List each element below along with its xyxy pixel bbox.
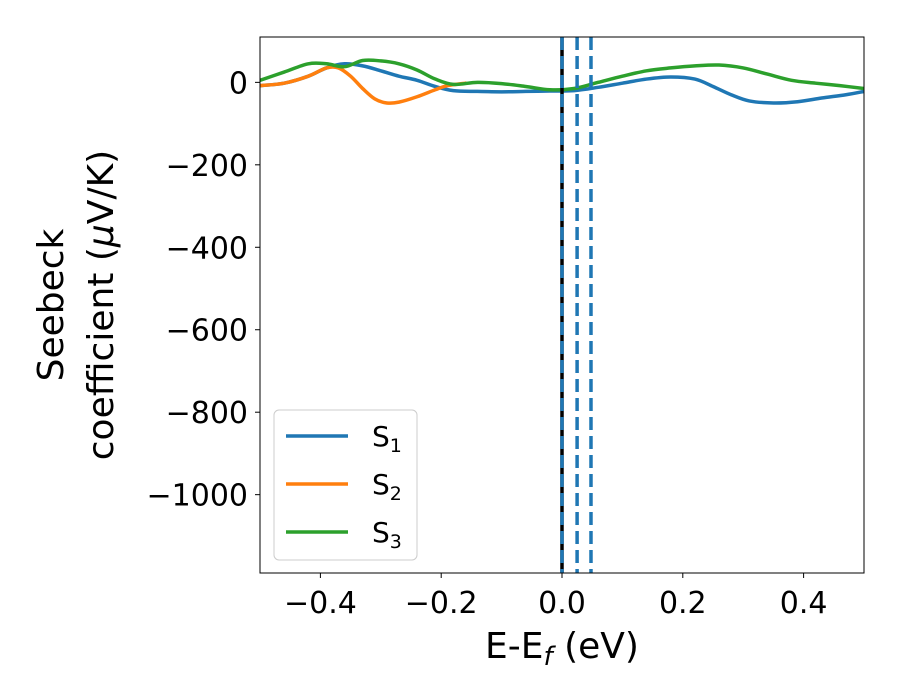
y-axis-label-line1: Seebeck bbox=[31, 228, 72, 381]
x-tick-label: 0.0 bbox=[538, 586, 586, 621]
x-tick-label: 0.4 bbox=[780, 586, 828, 621]
y-tick-label: 0 bbox=[229, 66, 248, 101]
legend-label-s1: S1 bbox=[372, 420, 402, 457]
y-axis-label-mu: μ bbox=[81, 224, 122, 248]
x-tick-label: −0.2 bbox=[405, 586, 478, 621]
series-line-s3 bbox=[260, 58, 864, 92]
series-line-s2 bbox=[260, 65, 468, 105]
y-axis-label-line2: coefficient (μV/K) bbox=[81, 150, 122, 460]
plot-area bbox=[260, 37, 864, 573]
y-tick-label: −1000 bbox=[147, 479, 248, 514]
legend-label-s2: S2 bbox=[372, 468, 402, 505]
x-tick-label: 0.2 bbox=[659, 586, 707, 621]
y-tick-label: −400 bbox=[166, 231, 248, 266]
x-tick-label: −0.4 bbox=[284, 586, 357, 621]
y-tick-label: −600 bbox=[166, 314, 248, 349]
y-tick-label: −800 bbox=[166, 396, 248, 431]
legend: S1 S2 S3 bbox=[273, 409, 418, 561]
legend-label-s3: S3 bbox=[372, 516, 402, 553]
axis-ticks: −0.4 −0.2 0.0 0.2 0.4 0 −200 −400 −600 −800 −1000 bbox=[147, 66, 828, 621]
y-tick-label: −200 bbox=[166, 149, 248, 184]
x-axis-label: E-Ef (eV) bbox=[485, 626, 639, 672]
